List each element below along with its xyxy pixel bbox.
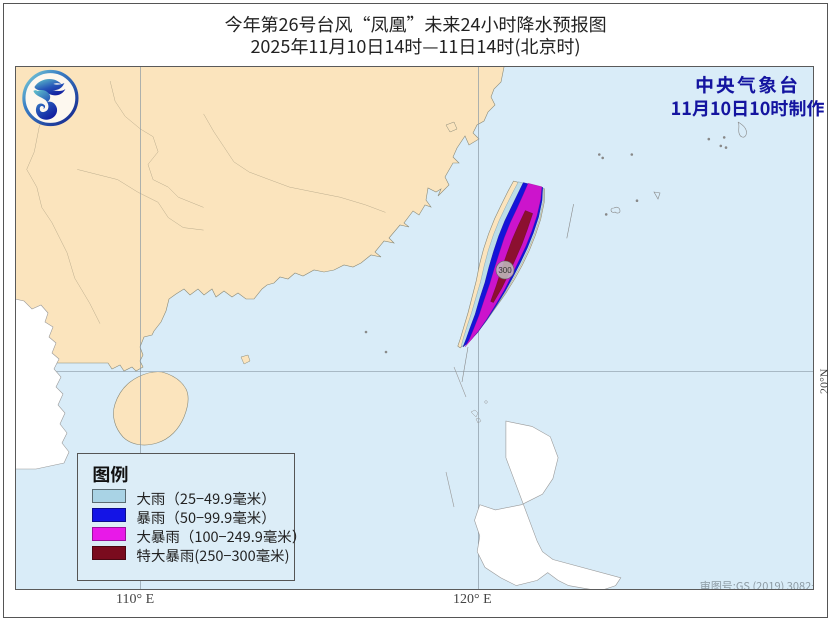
svg-text:审图号:GS (2019) 3082号: 审图号:GS (2019) 3082号 [699,578,813,590]
svg-text:300: 300 [498,266,512,275]
